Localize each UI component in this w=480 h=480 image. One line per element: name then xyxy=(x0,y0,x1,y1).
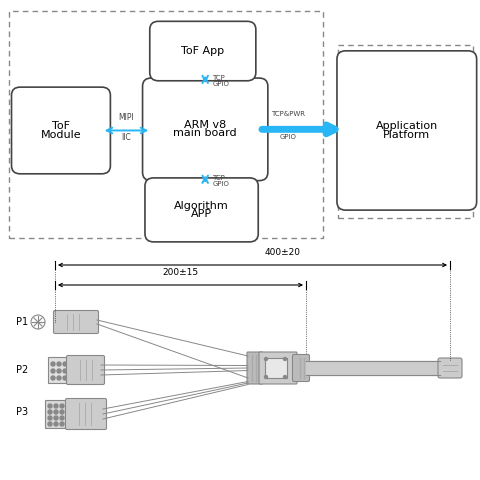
Circle shape xyxy=(51,362,55,366)
Circle shape xyxy=(48,416,52,420)
Circle shape xyxy=(54,410,58,414)
Circle shape xyxy=(48,410,52,414)
Text: Application: Application xyxy=(376,121,438,132)
Text: TCP: TCP xyxy=(213,175,225,181)
Circle shape xyxy=(60,410,64,414)
FancyBboxPatch shape xyxy=(143,78,268,180)
Text: Platform: Platform xyxy=(383,130,431,140)
Circle shape xyxy=(51,376,55,380)
Text: ARM v8: ARM v8 xyxy=(184,120,227,130)
Circle shape xyxy=(284,375,287,379)
Text: 400±20: 400±20 xyxy=(264,248,300,257)
Circle shape xyxy=(48,422,52,426)
Circle shape xyxy=(54,416,58,420)
Text: MIPI: MIPI xyxy=(119,113,134,121)
Circle shape xyxy=(264,358,267,360)
FancyBboxPatch shape xyxy=(438,358,462,378)
Circle shape xyxy=(63,362,67,366)
Circle shape xyxy=(51,369,55,373)
Circle shape xyxy=(54,404,58,408)
Circle shape xyxy=(57,376,61,380)
FancyBboxPatch shape xyxy=(12,87,110,174)
FancyBboxPatch shape xyxy=(48,357,70,383)
FancyBboxPatch shape xyxy=(67,356,105,384)
Text: TCP: TCP xyxy=(213,75,225,81)
Circle shape xyxy=(60,422,64,426)
FancyBboxPatch shape xyxy=(292,355,310,382)
Text: IIC: IIC xyxy=(121,132,132,142)
FancyBboxPatch shape xyxy=(259,352,297,384)
Circle shape xyxy=(63,369,67,373)
Text: Algorithm: Algorithm xyxy=(174,201,229,211)
Text: TCP&PWR: TCP&PWR xyxy=(271,111,305,117)
Text: main board: main board xyxy=(173,129,237,138)
Text: P3: P3 xyxy=(16,407,28,417)
Circle shape xyxy=(48,404,52,408)
FancyBboxPatch shape xyxy=(53,311,98,334)
Text: GPIO: GPIO xyxy=(279,134,297,140)
FancyBboxPatch shape xyxy=(247,352,263,384)
Text: P2: P2 xyxy=(16,365,28,375)
Circle shape xyxy=(264,375,267,379)
Circle shape xyxy=(57,362,61,366)
Circle shape xyxy=(63,376,67,380)
Text: ToF: ToF xyxy=(52,121,70,132)
Circle shape xyxy=(284,358,287,360)
Text: Module: Module xyxy=(41,130,81,140)
FancyBboxPatch shape xyxy=(337,51,477,210)
Circle shape xyxy=(60,416,64,420)
FancyBboxPatch shape xyxy=(65,398,107,430)
Circle shape xyxy=(54,422,58,426)
Text: GPIO: GPIO xyxy=(213,181,229,187)
Text: ToF App: ToF App xyxy=(181,46,224,56)
Text: P1: P1 xyxy=(16,317,28,327)
Circle shape xyxy=(60,404,64,408)
FancyBboxPatch shape xyxy=(265,358,287,378)
FancyBboxPatch shape xyxy=(145,178,258,242)
Text: APP: APP xyxy=(191,209,212,219)
Text: 200±15: 200±15 xyxy=(162,268,199,277)
FancyBboxPatch shape xyxy=(45,400,69,428)
Text: GPIO: GPIO xyxy=(213,81,229,87)
FancyBboxPatch shape xyxy=(150,21,256,81)
Circle shape xyxy=(57,369,61,373)
